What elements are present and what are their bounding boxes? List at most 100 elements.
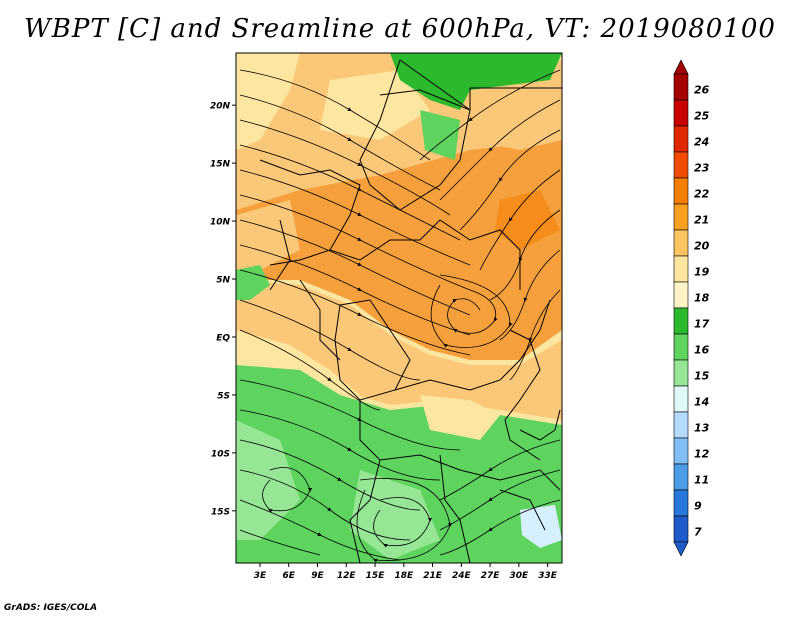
field-yellow-patch bbox=[420, 395, 500, 440]
streamline bbox=[239, 219, 471, 316]
border bbox=[499, 489, 546, 531]
border bbox=[394, 299, 551, 391]
colorbar-swatch bbox=[673, 437, 689, 465]
border bbox=[504, 329, 541, 461]
border bbox=[269, 219, 291, 291]
colorbar-label: 13 bbox=[694, 422, 710, 435]
border bbox=[519, 409, 561, 441]
lat-tick-label: 15N bbox=[210, 160, 231, 170]
colorbar-label: 22 bbox=[694, 188, 710, 201]
colorbar-label: 12 bbox=[694, 448, 710, 461]
colorbar-swatch bbox=[673, 359, 689, 387]
lat-tick-label: 15S bbox=[211, 507, 230, 517]
lon-tick-label: 27E bbox=[481, 571, 501, 581]
colorbar-swatch bbox=[673, 177, 689, 205]
lon-tick-label: 33E bbox=[538, 571, 558, 581]
colorbar-label: 14 bbox=[694, 396, 709, 409]
colorbar-label: 9 bbox=[694, 500, 702, 513]
lon-tick-label: 18E bbox=[394, 571, 414, 581]
lat-tick-label: 10N bbox=[210, 218, 231, 228]
border bbox=[359, 59, 471, 211]
streamline bbox=[239, 269, 471, 356]
streamline bbox=[439, 499, 561, 556]
lat-tick-label: 20N bbox=[210, 102, 231, 112]
field-green-north bbox=[390, 53, 562, 110]
border bbox=[439, 454, 471, 563]
lon-tick-label: 9E bbox=[311, 571, 324, 581]
grads-credit: GrADS: IGES/COLA bbox=[4, 603, 98, 613]
colorbar: 26 25 24 23 22 21 20 19 18 17 16 15 14 13 12 11 9 7 bbox=[673, 59, 710, 557]
colorbar-swatch bbox=[673, 307, 689, 335]
colorbar-label: 24 bbox=[694, 136, 709, 149]
colorbar-label: 19 bbox=[694, 266, 710, 279]
streamline bbox=[459, 129, 561, 231]
lon-tick-label: 12E bbox=[337, 571, 357, 581]
colorbar-swatch bbox=[673, 515, 689, 543]
latitude-axis: 20N 15N 10N 5N EQ 5S 10S 15S bbox=[210, 102, 236, 517]
lon-tick-label: 21E bbox=[423, 571, 443, 581]
colorbar-label: 7 bbox=[694, 526, 702, 539]
streamline bbox=[239, 94, 441, 191]
streamline bbox=[239, 169, 471, 266]
streamline bbox=[439, 439, 561, 501]
streamline bbox=[439, 469, 561, 531]
colorbar-label: 23 bbox=[694, 162, 710, 175]
colorbar-swatch bbox=[673, 411, 689, 439]
lat-tick-label: EQ bbox=[216, 333, 230, 343]
field-yellow-nw bbox=[236, 53, 300, 150]
field-light-orange-south bbox=[236, 280, 562, 420]
streamline bbox=[239, 329, 381, 411]
colorbar-swatch bbox=[673, 203, 689, 231]
border bbox=[359, 400, 561, 491]
lat-tick-label: 5S bbox=[217, 391, 230, 401]
streamline bbox=[430, 274, 513, 348]
lon-tick-label: 3E bbox=[254, 571, 267, 581]
colorbar-label: 11 bbox=[694, 474, 709, 487]
streamline bbox=[239, 144, 461, 241]
field-green-north-patch bbox=[420, 110, 460, 160]
colorbar-swatch bbox=[673, 385, 689, 413]
colorbar-bottom-arrow bbox=[673, 541, 689, 557]
field-dark-orange-patch bbox=[495, 190, 560, 250]
colorbar-swatch bbox=[673, 333, 689, 361]
country-borders bbox=[259, 59, 562, 563]
border bbox=[259, 159, 361, 266]
streamline bbox=[419, 69, 561, 161]
field-yellow-sw bbox=[236, 330, 360, 400]
colorbar-swatch bbox=[673, 125, 689, 153]
colorbar-swatch bbox=[673, 99, 689, 127]
colorbar-top-arrow bbox=[673, 59, 689, 75]
field-yellow-north-center bbox=[320, 70, 430, 140]
lon-tick-label: 15E bbox=[366, 571, 386, 581]
colorbar-label: 17 bbox=[694, 318, 710, 331]
streamline bbox=[356, 478, 453, 563]
map-frame bbox=[235, 52, 563, 564]
colorbar-swatch bbox=[673, 463, 689, 491]
colorbar-swatch bbox=[673, 489, 689, 517]
border bbox=[329, 219, 521, 290]
colorbar-swatch bbox=[673, 73, 689, 101]
lat-tick-label: 10S bbox=[211, 449, 230, 459]
streamline bbox=[439, 99, 561, 201]
colorbar-swatch bbox=[673, 255, 689, 283]
colorbar-label: 16 bbox=[694, 344, 710, 357]
streamline bbox=[239, 529, 321, 556]
streamline bbox=[239, 119, 451, 216]
lat-tick-label: 5N bbox=[216, 276, 230, 286]
field-blue-patch bbox=[520, 505, 562, 548]
map-title: WBPT [C] and Sreamline at 600hPa, VT: 20… bbox=[24, 14, 776, 44]
field-light-orange-west bbox=[236, 200, 300, 270]
colorbar-label: 20 bbox=[694, 240, 710, 253]
streamline bbox=[479, 169, 561, 271]
streamline bbox=[239, 69, 431, 161]
colorbar-swatch bbox=[673, 151, 689, 179]
streamline bbox=[262, 467, 313, 513]
border bbox=[349, 459, 381, 563]
streamline bbox=[239, 194, 471, 291]
streamline bbox=[239, 439, 421, 511]
colorbar-label: 21 bbox=[694, 214, 709, 227]
lon-tick-label: 24E bbox=[452, 571, 472, 581]
field-green-west bbox=[236, 265, 270, 300]
colorbar-label: 26 bbox=[694, 84, 710, 97]
